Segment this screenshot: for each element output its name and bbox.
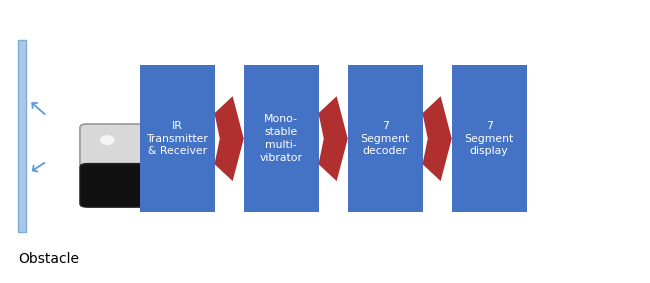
- FancyBboxPatch shape: [452, 65, 526, 212]
- FancyBboxPatch shape: [244, 65, 318, 212]
- Ellipse shape: [100, 135, 114, 145]
- FancyBboxPatch shape: [80, 164, 146, 207]
- Text: IR
Transmitter
& Receiver: IR Transmitter & Receiver: [146, 121, 208, 156]
- Polygon shape: [422, 96, 452, 181]
- FancyBboxPatch shape: [18, 40, 26, 232]
- Polygon shape: [214, 96, 244, 181]
- FancyBboxPatch shape: [80, 124, 146, 168]
- Text: Mono-
stable
multi-
vibrator: Mono- stable multi- vibrator: [259, 114, 303, 163]
- Text: 7
Segment
decoder: 7 Segment decoder: [361, 121, 410, 156]
- Text: 7
Segment
display: 7 Segment display: [465, 121, 514, 156]
- FancyBboxPatch shape: [140, 65, 214, 212]
- Polygon shape: [318, 96, 348, 181]
- FancyBboxPatch shape: [348, 65, 422, 212]
- Text: Obstacle: Obstacle: [18, 252, 79, 266]
